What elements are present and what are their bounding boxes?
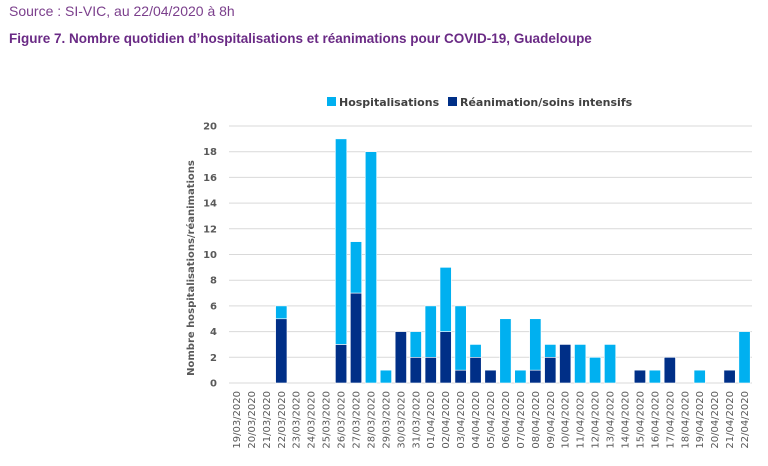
y-tick-label: 2	[210, 353, 217, 364]
bar-hospitalisations	[574, 344, 587, 384]
x-tick-label: 28/03/2020	[366, 391, 377, 449]
y-tick-label: 18	[203, 147, 217, 158]
y-tick-label: 8	[210, 276, 217, 287]
x-tick-label: 31/03/2020	[411, 391, 422, 449]
y-tick-label: 0	[210, 379, 217, 390]
x-tick-label: 12/04/2020	[591, 391, 602, 449]
gridlines	[229, 125, 752, 384]
x-tick-label: 15/04/2020	[635, 391, 646, 449]
x-tick-label: 03/04/2020	[456, 391, 467, 449]
y-tick-label: 16	[203, 173, 217, 184]
bar-reanimation	[559, 344, 572, 384]
x-tick-label: 25/03/2020	[322, 391, 333, 449]
x-axis-ticks: 19/03/2020 20/03/2020 21/03/2020 22/03/2020…	[232, 391, 751, 449]
x-tick-label: 16/04/2020	[650, 391, 661, 449]
x-tick-label: 10/04/2020	[561, 391, 572, 449]
bar-hospitalisations	[529, 318, 542, 371]
bar-hospitalisations	[424, 305, 437, 358]
figure-title: Figure 7. Nombre quotidien d’hospitalisa…	[9, 31, 592, 46]
x-tick-label: 19/03/2020	[232, 391, 243, 449]
x-tick-label: 13/04/2020	[606, 391, 617, 449]
bar-hospitalisations	[469, 344, 482, 358]
x-tick-label: 26/03/2020	[337, 391, 348, 449]
y-tick-label: 10	[203, 250, 217, 261]
bar-reanimation	[723, 369, 736, 384]
x-tick-label: 02/04/2020	[441, 391, 452, 449]
y-tick-label: 14	[203, 199, 217, 210]
bar-hospitalisations	[454, 305, 467, 371]
x-tick-label: 08/04/2020	[531, 391, 542, 449]
bar-hospitalisations	[409, 331, 422, 358]
y-tick-label: 4	[210, 327, 217, 338]
bar-reanimation	[484, 369, 497, 384]
x-tick-label: 24/03/2020	[307, 391, 318, 449]
x-tick-label: 21/03/2020	[262, 391, 273, 449]
x-tick-label: 27/03/2020	[352, 391, 363, 449]
bar-hospitalisations	[350, 241, 362, 294]
x-tick-label: 14/04/2020	[620, 391, 631, 449]
y-tick-label: 6	[210, 301, 217, 312]
x-tick-label: 07/04/2020	[516, 391, 527, 449]
legend: Hospitalisations Réanimation/soins inten…	[327, 96, 633, 109]
bar-reanimation	[394, 331, 407, 384]
x-tick-label: 20/03/2020	[247, 391, 258, 449]
x-tick-label: 01/04/2020	[426, 391, 437, 449]
source-note: Source : SI-VIC, au 22/04/2020 à 8h	[9, 3, 235, 19]
legend-swatch-hospitalisations	[327, 97, 336, 106]
bar-hospitalisations	[275, 305, 288, 320]
bar-hospitalisations	[439, 267, 452, 332]
bar-reanimation	[454, 369, 467, 384]
bar-reanimation	[529, 369, 542, 384]
x-tick-label: 11/04/2020	[576, 391, 587, 449]
bar-reanimation	[439, 331, 452, 384]
bar-reanimation	[350, 292, 362, 384]
x-tick-label: 06/04/2020	[501, 391, 512, 449]
bar-hospitalisations	[499, 318, 512, 384]
bar-hospitalisations	[648, 369, 661, 384]
bar-reanimation	[544, 356, 557, 384]
bar-hospitalisations	[364, 151, 377, 384]
bar-hospitalisations	[738, 331, 751, 384]
x-tick-label: 22/03/2020	[277, 391, 288, 449]
bar-reanimation	[409, 356, 422, 384]
bar-hospitalisations	[379, 369, 392, 384]
y-tick-label: 20	[203, 122, 217, 133]
bar-reanimation	[335, 344, 348, 384]
bars	[275, 138, 751, 384]
x-tick-label: 21/04/2020	[725, 391, 736, 449]
x-tick-label: 23/03/2020	[292, 391, 303, 449]
y-axis-ticks: 0 2 4 6 8 10 12 14 16 18 20	[203, 122, 217, 390]
legend-label-reanimation: Réanimation/soins intensifs	[460, 96, 633, 109]
x-tick-label: 18/04/2020	[680, 391, 691, 449]
x-tick-label: 19/04/2020	[695, 391, 706, 449]
bar-hospitalisations	[335, 138, 348, 345]
y-axis-label: Nombre hospitalisations/réanimations	[185, 160, 197, 376]
legend-label-hospitalisations: Hospitalisations	[339, 96, 440, 109]
bar-hospitalisations	[693, 369, 706, 384]
bar-hospitalisations	[544, 344, 557, 358]
x-tick-label: 04/04/2020	[471, 391, 482, 449]
x-tick-label: 09/04/2020	[546, 391, 557, 449]
x-tick-label: 20/04/2020	[710, 391, 721, 449]
bar-hospitalisations	[604, 344, 617, 384]
bar-hospitalisations	[514, 369, 527, 384]
y-tick-label: 12	[203, 224, 217, 235]
bar-hospitalisations	[589, 356, 602, 384]
bar-reanimation	[663, 356, 676, 384]
x-tick-label: 22/04/2020	[740, 391, 751, 449]
bar-reanimation	[469, 356, 482, 384]
legend-swatch-reanimation	[448, 97, 457, 106]
bar-reanimation	[424, 356, 437, 384]
x-tick-label: 17/04/2020	[665, 391, 676, 449]
bar-reanimation	[633, 369, 646, 384]
x-tick-label: 29/03/2020	[381, 391, 392, 449]
x-tick-label: 05/04/2020	[486, 391, 497, 449]
bar-reanimation	[275, 318, 288, 384]
x-tick-label: 30/03/2020	[396, 391, 407, 449]
